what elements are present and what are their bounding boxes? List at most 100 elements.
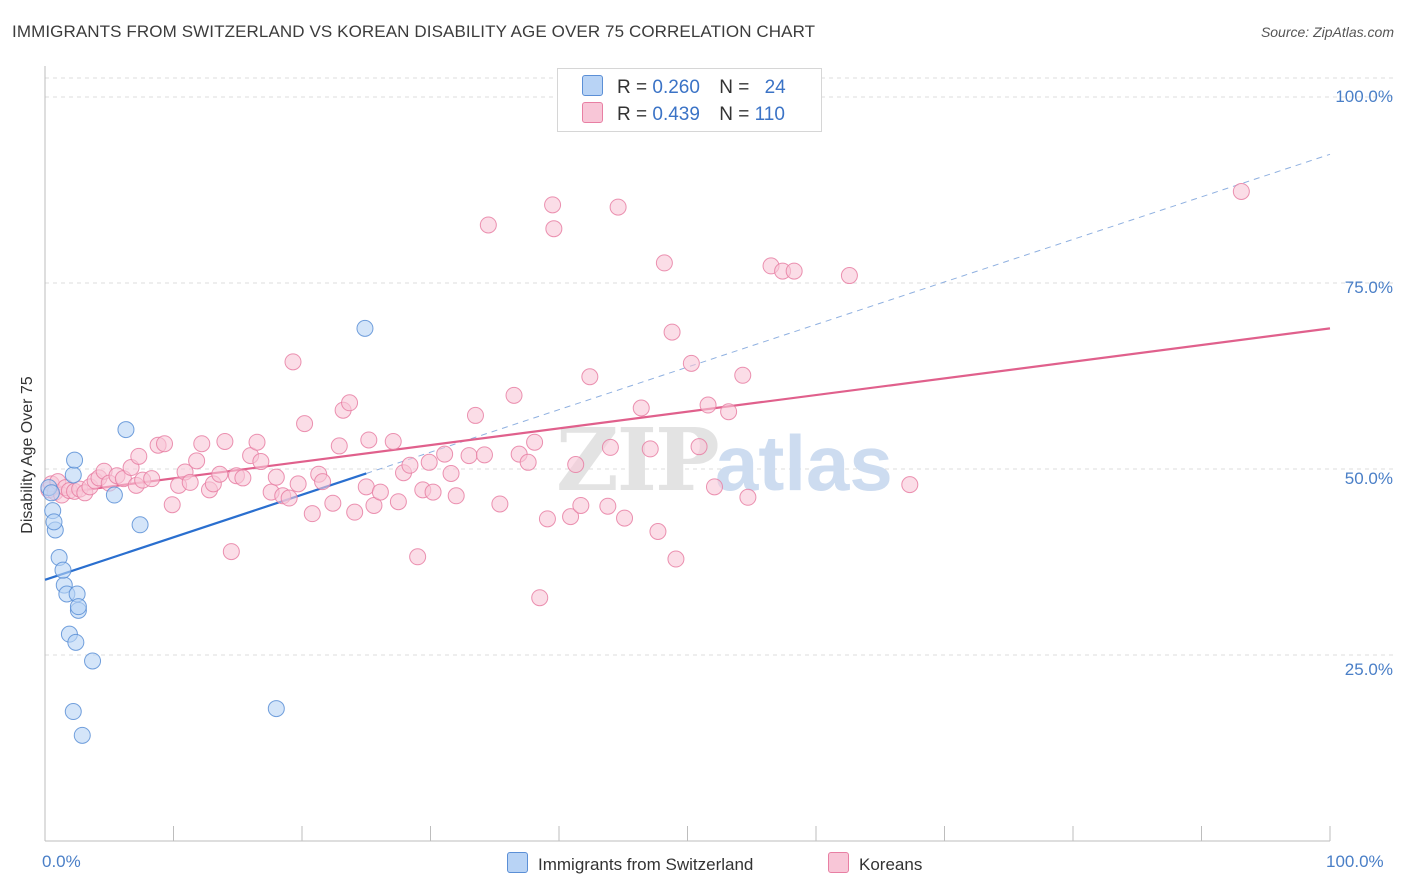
data-point-koreans — [314, 473, 332, 491]
data-point-koreans — [599, 497, 617, 515]
data-point-switzerland — [105, 486, 123, 504]
data-point-koreans — [616, 509, 634, 527]
data-point-koreans — [280, 489, 298, 507]
data-point-koreans — [526, 433, 544, 451]
y-tick-label-50: 50.0% — [1344, 469, 1393, 488]
data-point-switzerland — [64, 703, 82, 721]
stats-legend: R = 0.260 N = 24 R = 0.439 N = 110 — [557, 68, 822, 132]
data-point-koreans — [248, 433, 266, 451]
data-point-switzerland — [73, 726, 91, 744]
data-point-koreans — [479, 216, 497, 234]
data-point-switzerland — [54, 561, 72, 579]
data-point-switzerland — [356, 319, 374, 337]
data-point-koreans — [289, 475, 307, 493]
data-point-koreans — [567, 456, 585, 474]
chart-title: IMMIGRANTS FROM SWITZERLAND VS KOREAN DI… — [12, 22, 816, 41]
data-point-koreans — [609, 198, 627, 216]
legend-n-value: 24 — [764, 77, 786, 98]
data-point-koreans — [491, 495, 509, 513]
data-point-koreans — [562, 508, 580, 526]
data-point-koreans — [1232, 182, 1250, 200]
data-point-koreans — [284, 353, 302, 371]
data-point-koreans — [252, 453, 270, 471]
data-point-koreans — [460, 447, 478, 465]
x-tick-label-min: 0.0% — [42, 852, 81, 871]
legend-row-switzerland: R = 0.260 N = 24 — [582, 75, 786, 99]
data-point-koreans — [901, 476, 919, 494]
data-point-koreans — [538, 510, 556, 528]
svg-text:ZIP: ZIP — [556, 410, 718, 511]
data-point-koreans — [341, 394, 359, 412]
data-point-koreans — [655, 254, 673, 272]
axes-layer — [44, 66, 1331, 842]
data-point-koreans — [267, 468, 285, 486]
legend-r-value: 0.260 — [652, 77, 700, 98]
legend-n-label: N = — [719, 77, 750, 98]
points-layer — [40, 182, 1250, 744]
data-point-koreans — [389, 493, 407, 511]
trendline-extension-switzerland — [366, 153, 1331, 474]
data-point-switzerland — [64, 466, 82, 484]
data-point-koreans — [641, 440, 659, 458]
data-point-koreans — [720, 403, 738, 421]
data-point-koreans — [296, 415, 314, 433]
data-point-koreans — [632, 399, 650, 417]
data-point-koreans — [234, 469, 252, 487]
legend-label-koreans: Koreans — [859, 855, 923, 874]
data-point-koreans — [705, 478, 723, 496]
data-point-koreans — [222, 543, 240, 561]
watermark: ZIP atlas — [556, 410, 893, 511]
data-point-koreans — [442, 464, 460, 482]
data-point-koreans — [699, 396, 717, 414]
legend-item-switzerland[interactable]: Immigrants from Switzerland — [507, 852, 753, 875]
legend-r-label: R = — [617, 77, 648, 98]
legend-swatch-pink — [828, 852, 849, 873]
data-point-koreans — [667, 550, 685, 568]
legend-n-label: N = — [719, 104, 750, 125]
data-point-koreans — [193, 435, 211, 453]
legend-n-value: 110 — [754, 104, 785, 125]
legend-swatch-blue — [507, 852, 528, 873]
data-point-koreans — [360, 431, 378, 449]
y-tick-label-75: 75.0% — [1344, 278, 1393, 297]
data-point-koreans — [505, 386, 523, 404]
data-point-koreans — [420, 453, 438, 471]
data-point-koreans — [401, 456, 419, 474]
data-point-switzerland — [84, 652, 102, 670]
data-point-koreans — [436, 445, 454, 463]
data-point-koreans — [156, 435, 174, 453]
x-tick-label-max: 100.0% — [1326, 852, 1384, 871]
data-point-koreans — [649, 522, 667, 540]
data-point-koreans — [739, 488, 757, 506]
data-point-koreans — [143, 470, 161, 488]
data-point-koreans — [303, 505, 321, 523]
y-tick-label-100: 100.0% — [1335, 87, 1393, 106]
data-point-koreans — [475, 446, 493, 464]
legend-item-koreans[interactable]: Koreans — [828, 852, 922, 875]
data-point-switzerland — [42, 484, 60, 502]
data-point-koreans — [346, 503, 364, 521]
data-point-koreans — [130, 447, 148, 465]
data-point-koreans — [447, 487, 465, 505]
data-point-switzerland — [69, 598, 87, 616]
data-point-switzerland — [131, 516, 149, 534]
data-point-switzerland — [66, 451, 84, 469]
grid-layer — [45, 77, 1393, 656]
data-point-koreans — [690, 438, 708, 456]
data-point-koreans — [734, 366, 752, 384]
data-point-koreans — [188, 452, 206, 470]
data-point-koreans — [519, 453, 537, 471]
legend-r-label: R = — [617, 104, 648, 125]
y-tick-label-25: 25.0% — [1344, 660, 1393, 679]
data-point-koreans — [581, 368, 599, 386]
data-point-koreans — [545, 220, 563, 238]
data-point-koreans — [181, 473, 199, 491]
data-point-koreans — [531, 589, 549, 607]
data-point-koreans — [785, 262, 803, 280]
legend-label-switzerland: Immigrants from Switzerland — [538, 855, 754, 874]
data-point-koreans — [371, 483, 389, 501]
legend-row-koreans: R = 0.439 N = 110 — [582, 102, 785, 126]
data-point-switzerland — [67, 633, 85, 651]
legend-r-value: 0.439 — [652, 104, 700, 125]
data-point-koreans — [601, 438, 619, 456]
